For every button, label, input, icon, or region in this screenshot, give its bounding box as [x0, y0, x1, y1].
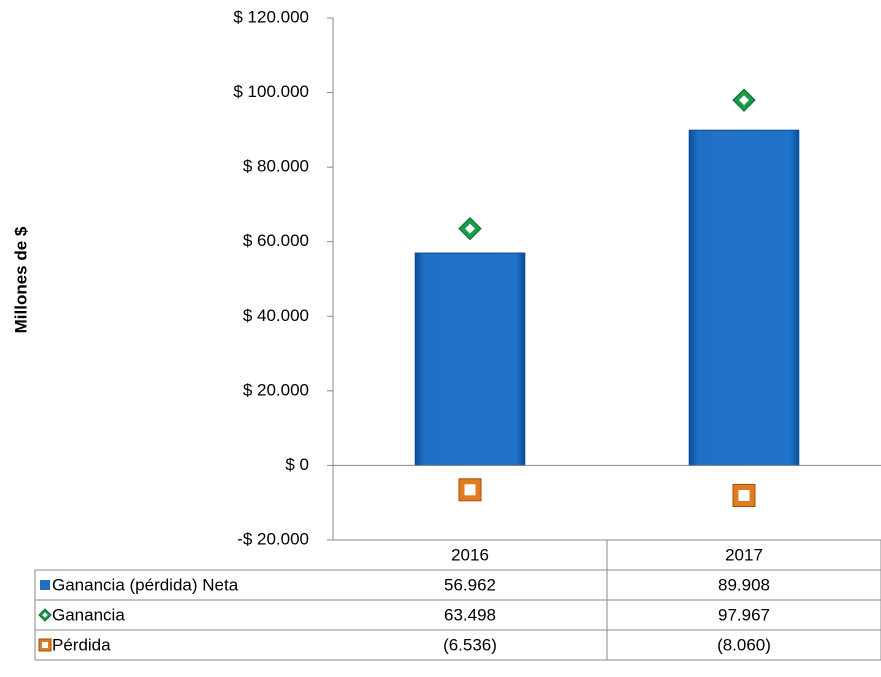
y-tick-label: $ 0: [285, 455, 309, 474]
y-tick-label: $ 100.000: [233, 82, 309, 101]
y-tick-label: $ 60.000: [243, 231, 309, 250]
y-tick-label: -$ 20.000: [237, 529, 309, 548]
table-value: 63.498: [444, 605, 496, 624]
legend-label: Ganancia: [52, 605, 125, 624]
table-value: 89.908: [718, 575, 770, 594]
marker-center: [739, 95, 749, 106]
bar: [688, 129, 800, 466]
table-value: (8.060): [717, 635, 771, 654]
y-tick-label: $ 120.000: [233, 7, 309, 26]
y-tick-label: $ 40.000: [243, 306, 309, 325]
legend-key: [40, 580, 50, 590]
x-tick-label: 2017: [725, 545, 763, 564]
x-tick-label: 2016: [451, 545, 489, 564]
legend-label: Pérdida: [52, 635, 111, 654]
table-value: (6.536): [443, 635, 497, 654]
table-value: 97.967: [718, 605, 770, 624]
y-axis-title: Millones de $: [11, 226, 30, 333]
bar: [414, 252, 526, 466]
legend-label: Ganancia (pérdida) Neta: [52, 575, 239, 594]
marker-center: [465, 223, 475, 234]
marker-center: [42, 612, 48, 618]
y-tick-label: $ 20.000: [243, 380, 309, 399]
y-tick-label: $ 80.000: [243, 157, 309, 176]
marker-center: [464, 484, 476, 496]
marker-center: [42, 642, 48, 648]
marker-center: [738, 489, 750, 501]
table-value: 56.962: [444, 575, 496, 594]
